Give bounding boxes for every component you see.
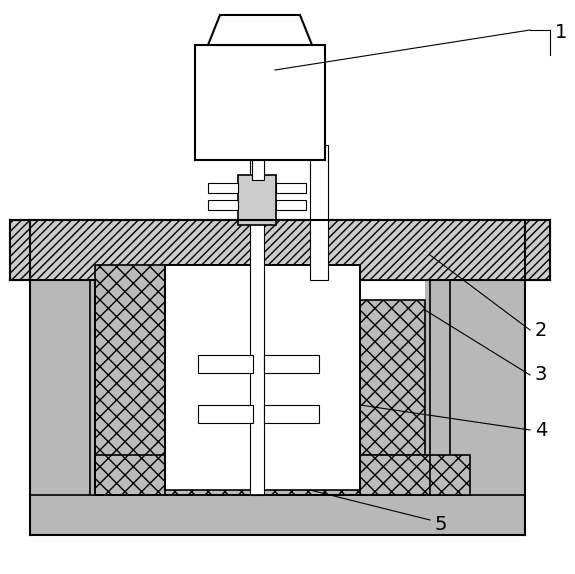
Bar bbox=[30, 495, 525, 535]
Bar bbox=[264, 405, 319, 423]
Bar bbox=[165, 265, 360, 495]
Bar bbox=[10, 220, 550, 280]
Bar bbox=[425, 280, 525, 495]
Bar bbox=[276, 183, 306, 193]
Text: 1: 1 bbox=[555, 24, 568, 42]
Bar bbox=[360, 300, 425, 455]
Bar bbox=[276, 200, 306, 210]
Bar bbox=[10, 220, 30, 280]
Bar bbox=[165, 265, 360, 490]
Bar bbox=[95, 265, 165, 485]
Bar bbox=[30, 245, 90, 535]
Bar bbox=[264, 355, 319, 373]
Text: 5: 5 bbox=[435, 515, 447, 534]
Bar bbox=[208, 200, 238, 210]
Bar bbox=[198, 405, 253, 423]
Text: 3: 3 bbox=[535, 366, 547, 385]
Bar bbox=[208, 183, 238, 193]
Bar bbox=[252, 160, 264, 180]
Bar bbox=[250, 155, 264, 495]
Bar bbox=[195, 45, 325, 160]
Bar bbox=[450, 245, 525, 535]
Text: 4: 4 bbox=[535, 421, 547, 440]
Bar bbox=[10, 220, 550, 280]
Bar bbox=[30, 280, 95, 495]
Bar bbox=[525, 220, 550, 280]
Bar bbox=[310, 145, 328, 280]
Bar bbox=[238, 175, 276, 225]
Polygon shape bbox=[208, 15, 312, 45]
Bar bbox=[30, 495, 525, 535]
Bar bbox=[95, 455, 470, 495]
Text: 2: 2 bbox=[535, 320, 547, 339]
Bar bbox=[198, 355, 253, 373]
